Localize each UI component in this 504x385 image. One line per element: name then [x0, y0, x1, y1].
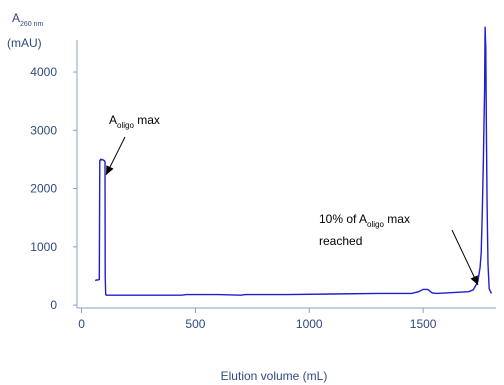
y-axis-label: A260 nm [12, 11, 44, 28]
y-tick-label: 0 [50, 298, 57, 312]
annotation-ten-percent-line2: reached [319, 234, 362, 248]
series-line [94, 26, 493, 296]
y-tick-label: 2000 [30, 182, 57, 196]
x-axis-label: Elution volume (mL) [221, 369, 328, 383]
x-ticks: 0 500 1000 1500 [78, 308, 437, 331]
annotation-aoligo-max: Aoligo max [109, 113, 160, 130]
y-tick-label: 1000 [30, 240, 57, 254]
y-axis-unit: (mAU) [7, 36, 42, 50]
annotation-arrowhead-aoligo-max [106, 165, 114, 175]
y-tick-label: 3000 [30, 123, 57, 137]
axes [76, 40, 496, 309]
x-tick-label: 1500 [410, 317, 437, 331]
annotations: Aoligo max 10% of Aoligo max reached [105, 113, 479, 286]
y-ticks: 0 1000 2000 3000 4000 [30, 65, 77, 312]
x-tick-label: 0 [78, 317, 85, 331]
x-tick-label: 1000 [296, 317, 323, 331]
y-tick-label: 4000 [30, 65, 57, 79]
annotation-arrow-ten-percent [451, 229, 479, 286]
x-tick-label: 500 [185, 317, 205, 331]
annotation-ten-percent-line1: 10% of Aoligo max [319, 212, 410, 229]
annotation-arrowhead-ten-percent [470, 275, 478, 285]
